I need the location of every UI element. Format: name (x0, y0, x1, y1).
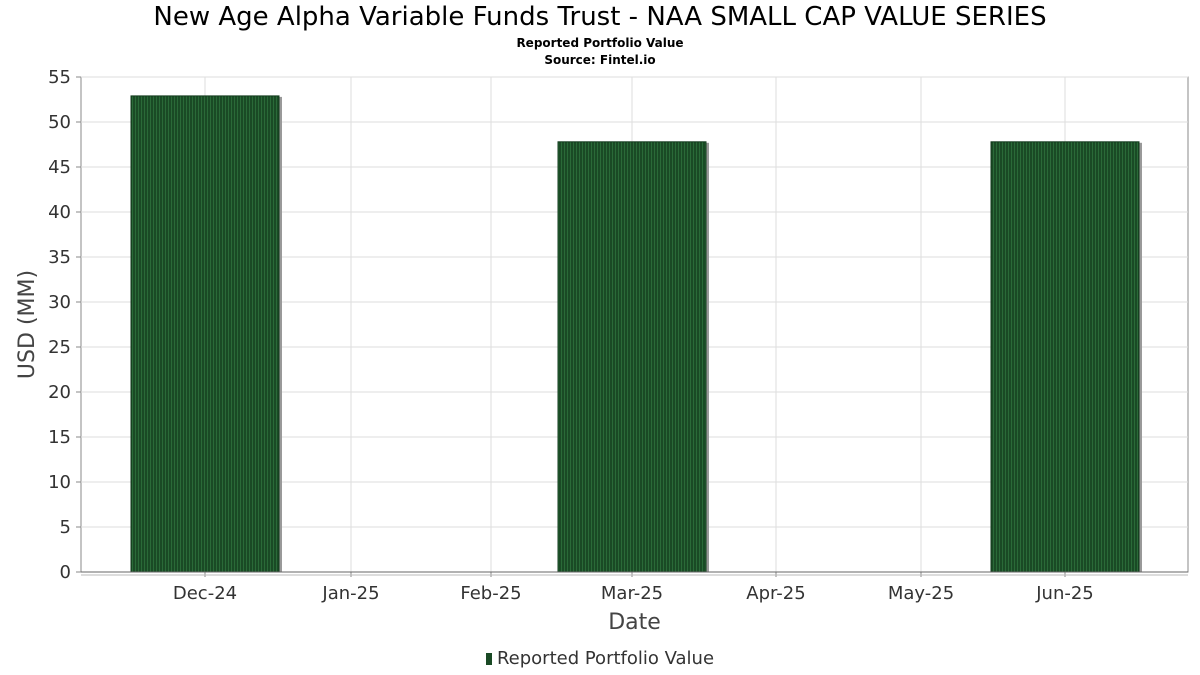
x-tick-label: May-25 (888, 583, 954, 604)
bar-Dec-24 (130, 95, 280, 573)
x-tick-label: Dec-24 (173, 583, 237, 604)
y-tick-label: 0 (60, 562, 71, 583)
bar-Jun-25 (990, 141, 1140, 573)
x-tick-label: Jan-25 (321, 583, 379, 604)
axes: 0 5 10 15 20 25 30 35 40 45 50 55 Dec-24 Jan-25 Feb-25… (48, 67, 1188, 604)
y-axis-label: USD (MM) (15, 270, 40, 379)
legend: Reported Portfolio Value (0, 648, 1200, 669)
y-tick-label: 5 (60, 517, 71, 538)
y-tick-label: 55 (48, 67, 71, 88)
chart-title: New Age Alpha Variable Funds Trust - NAA… (153, 2, 1047, 32)
x-tick-label: Apr-25 (746, 583, 805, 604)
y-tick-label: 45 (48, 157, 71, 178)
y-tick-label: 50 (48, 112, 71, 133)
x-tick-label: Jun-25 (1035, 583, 1094, 604)
axis-labels: Date USD (MM) (15, 270, 661, 635)
legend-swatch (485, 653, 492, 665)
y-tick-label: 20 (48, 382, 71, 403)
x-tick-label: Mar-25 (601, 583, 663, 604)
legend-label: Reported Portfolio Value (496, 648, 715, 669)
y-tick-label: 35 (48, 247, 71, 268)
y-tick-label: 10 (48, 472, 71, 493)
y-tick-label: 25 (48, 337, 71, 358)
x-axis-label: Date (608, 610, 661, 635)
chart-source: Source: Fintel.io (544, 53, 656, 67)
y-tick-label: 15 (48, 427, 71, 448)
bar-Mar-25 (557, 141, 707, 573)
y-tick-label: 40 (48, 202, 71, 223)
chart-subtitle: Reported Portfolio Value (516, 36, 684, 50)
y-tick-label: 30 (48, 292, 71, 313)
bars (130, 95, 1142, 573)
x-tick-label: Feb-25 (460, 583, 521, 604)
